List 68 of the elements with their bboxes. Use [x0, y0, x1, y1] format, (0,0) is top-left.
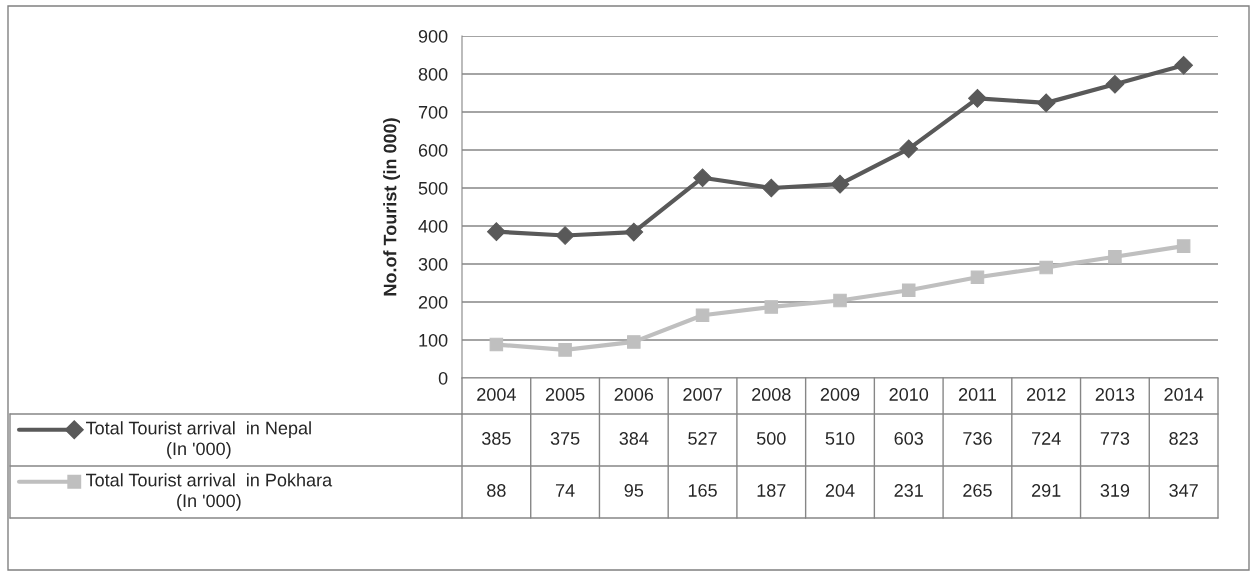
x-tick-label: 2010: [889, 388, 929, 401]
x-tick-label: 2012: [1027, 388, 1066, 401]
y-tick-label: 100: [419, 333, 448, 347]
point: [901, 283, 916, 297]
data-label: 187: [757, 484, 786, 497]
point: [487, 222, 506, 242]
data-label: 736: [963, 432, 992, 445]
point: [1036, 93, 1056, 113]
point: [899, 139, 919, 159]
point: [764, 300, 779, 314]
x-tick-label: 2009: [820, 388, 860, 401]
point: [968, 88, 987, 108]
data-label: 265: [963, 484, 992, 497]
y-tick-label: 700: [418, 105, 448, 119]
y-tick-label: 200: [418, 295, 448, 309]
x-tick-label: 2011: [958, 388, 996, 401]
y-tick-label: 600: [418, 143, 448, 157]
point: [833, 293, 847, 308]
data-label: 95: [624, 484, 644, 497]
point: [970, 270, 985, 285]
data-label: 603: [894, 432, 923, 445]
x-tick-label: 2007: [683, 388, 722, 401]
point: [555, 226, 575, 245]
data-label: 319: [1100, 484, 1130, 497]
point: [1105, 74, 1125, 94]
x-tick-label: 2014: [1164, 388, 1204, 401]
data-label: 88: [487, 484, 506, 497]
data-label: 291: [1032, 484, 1061, 497]
point: [1176, 239, 1191, 253]
data-label: 347: [1169, 484, 1198, 497]
data-label: 165: [688, 484, 717, 497]
x-tick-label: 2013: [1095, 388, 1135, 401]
data-label: 823: [1169, 432, 1198, 445]
y-tick-label: 800: [418, 67, 448, 81]
y-tick-label: 300: [418, 257, 448, 271]
data-label: 74: [555, 484, 575, 497]
point: [761, 178, 781, 198]
data-label: 204: [825, 484, 855, 497]
data-label: 527: [688, 432, 717, 445]
data-label: 500: [756, 432, 786, 445]
point: [693, 168, 712, 188]
y-axis-title: No.of Tourist (in 000): [383, 118, 400, 296]
point: [695, 308, 710, 323]
point: [558, 343, 572, 357]
point: [830, 174, 850, 194]
point: [1108, 250, 1122, 264]
point: [1039, 260, 1053, 275]
point: [1174, 55, 1193, 75]
data-label: 385: [481, 432, 511, 445]
x-tick-label: 2008: [752, 388, 791, 401]
y-tick-label: 500: [418, 181, 448, 195]
point: [627, 335, 641, 349]
data-label: 375: [550, 432, 580, 445]
x-tick-label: 2006: [614, 388, 654, 401]
x-tick-label: 2004: [477, 388, 516, 401]
data-label: 510: [825, 432, 855, 445]
y-tick-label: 0: [438, 371, 448, 385]
data-label: 231: [894, 484, 923, 497]
data-label: 724: [1032, 432, 1061, 445]
y-tick-label: 900: [418, 29, 448, 43]
legend-label: Total Tourist arrival in Nepal (In '000): [86, 421, 311, 459]
point: [624, 222, 644, 242]
point: [489, 337, 504, 352]
y-tick-label: 400: [418, 219, 448, 233]
data-label: 384: [619, 432, 649, 445]
legend-label: Total Tourist arrival in Pokhara (In '000): [86, 473, 333, 511]
x-tick-label: 2005: [545, 388, 585, 401]
data-label: 773: [1100, 432, 1130, 445]
